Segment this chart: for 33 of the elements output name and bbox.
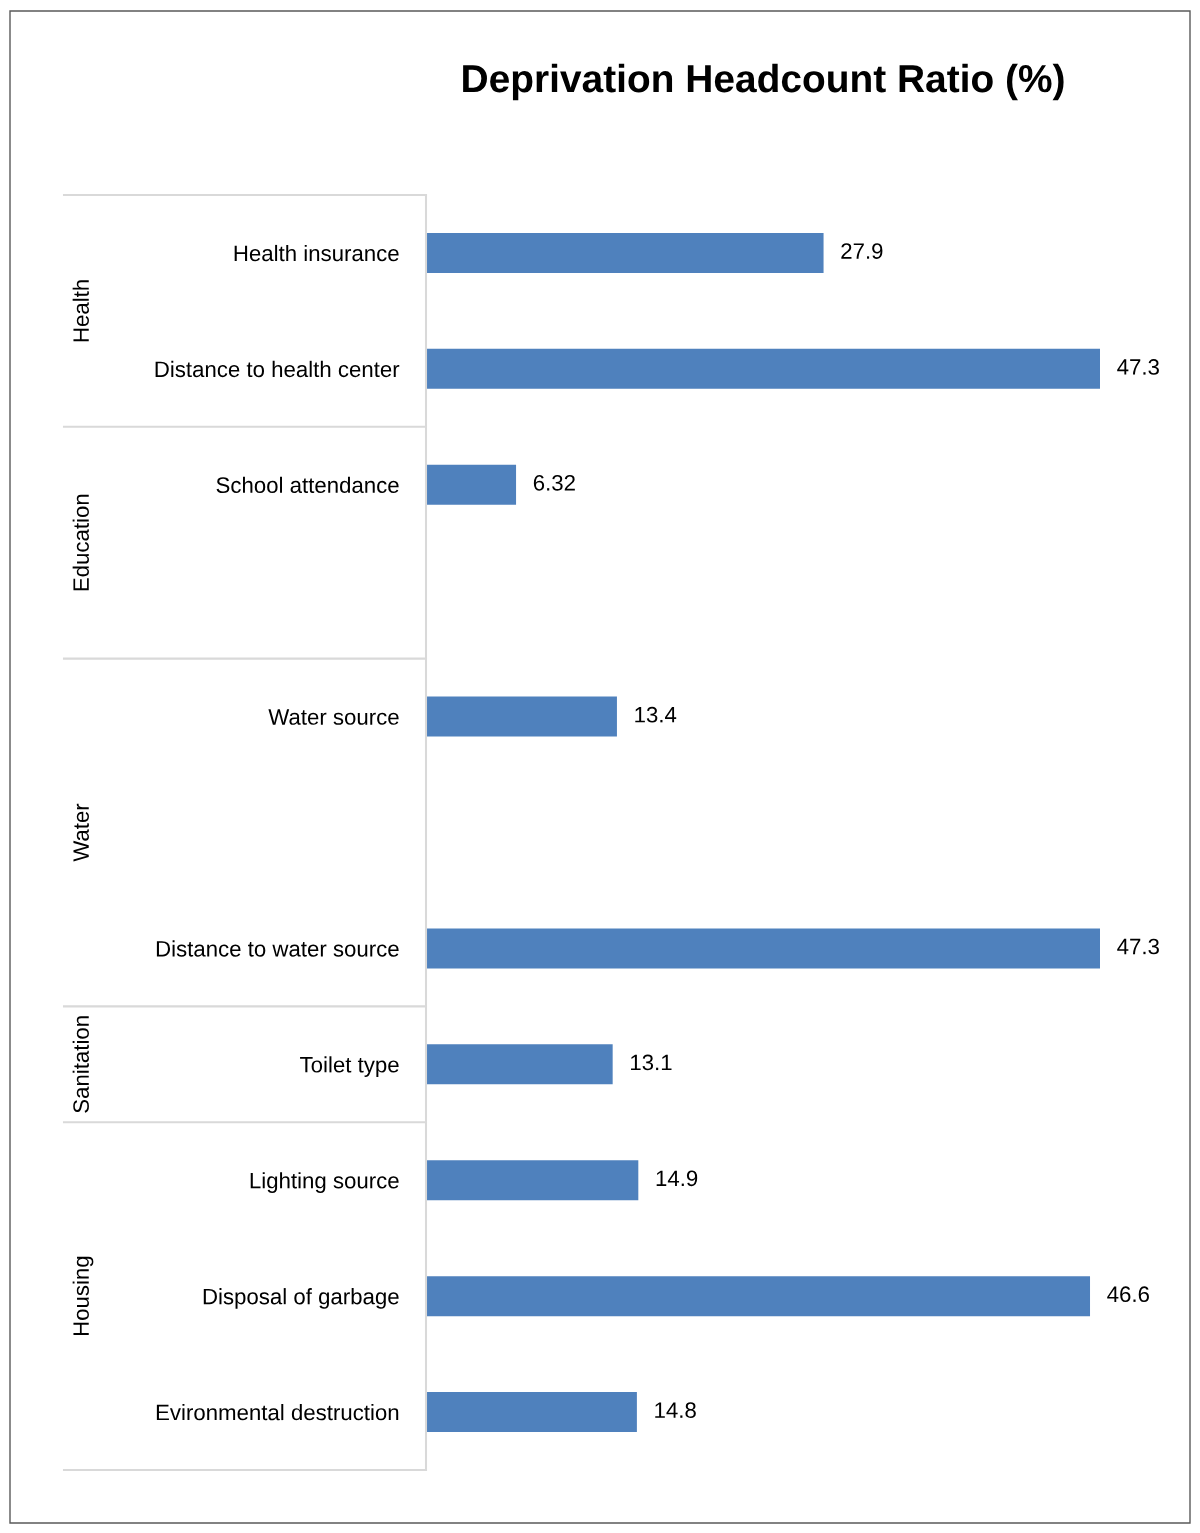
text: Education: [72, 494, 89, 591]
data-label: 27.9: [841, 243, 883, 259]
data-label: 14.9: [656, 1170, 698, 1187]
y-tick-label: School attendance: [216, 476, 399, 494]
data-label: 47.3: [1117, 359, 1159, 375]
bar: [426, 928, 1100, 969]
data-label: 13.4: [635, 706, 677, 723]
bar: [426, 348, 1100, 389]
bar: [426, 1276, 1091, 1317]
bar: [426, 696, 617, 737]
y-tick-label: Distance to water source: [156, 940, 399, 957]
y-tick-label: Disposal of garbage: [203, 1288, 399, 1309]
data-label: 47.3: [1117, 938, 1159, 955]
chart-title: Deprivation Headcount Ratio (%): [463, 63, 1064, 101]
y-tick-label: Toilet type: [300, 1056, 399, 1077]
data-label: 13.1: [631, 1054, 672, 1071]
y-tick-label: Health insurance: [234, 244, 399, 262]
data-label: 6.32: [533, 475, 575, 491]
data-label: 46.6: [1107, 1286, 1149, 1303]
text: Housing: [72, 1256, 94, 1336]
text: Water: [73, 803, 89, 862]
bar: [426, 1044, 613, 1085]
bar: [426, 1160, 639, 1201]
data-label: 14.8: [655, 1402, 696, 1419]
bar: [426, 1392, 637, 1433]
y-tick-label: Evironmental destruction: [156, 1403, 399, 1421]
text: Health: [72, 280, 89, 342]
text: Sanitation: [72, 1016, 89, 1113]
y-tick-label: Water source: [268, 709, 399, 725]
bar: [426, 464, 517, 505]
y-tick-label: Distance to health center: [155, 360, 400, 378]
y-tick-label: Lighting source: [250, 1172, 399, 1193]
bar: [426, 232, 824, 273]
